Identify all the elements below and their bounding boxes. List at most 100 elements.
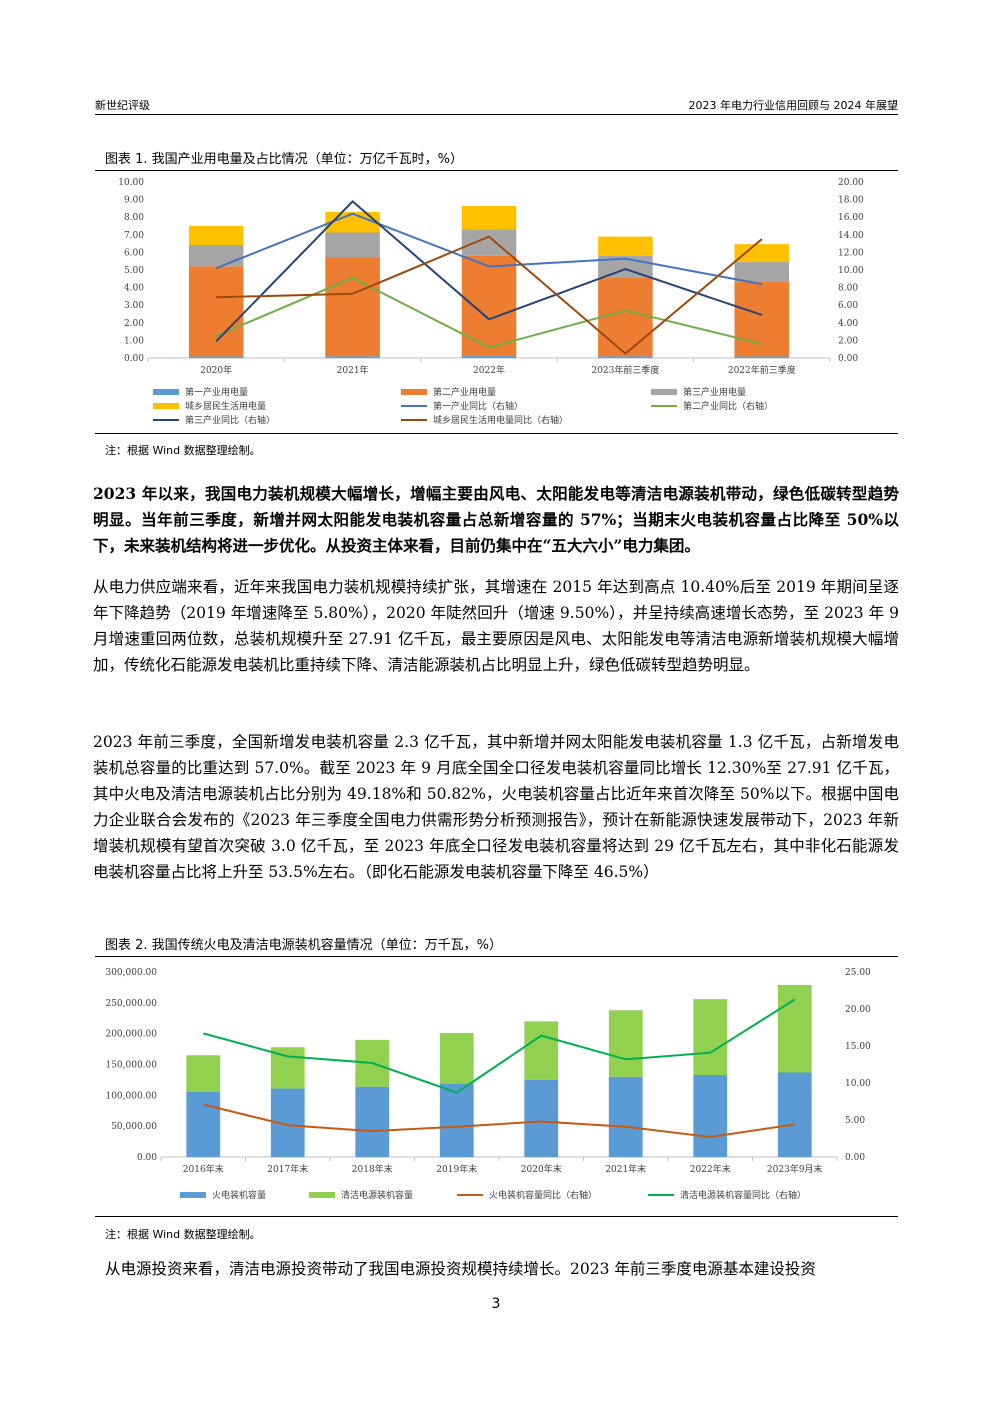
- bar-segment: [355, 1086, 390, 1157]
- series-line: [215, 276, 763, 349]
- figure2-chart: 0.00 50,000.00 100,000.00 150,000.00 200,000…: [105, 968, 871, 1201]
- figure1-chart: 0.00 1.00 2.00 3.00 4.00 5.00 6.00 7.00 8.00 9.00…: [118, 178, 864, 426]
- bar-segment: [188, 356, 244, 358]
- bar-segment: [461, 205, 517, 230]
- category-label: 2023年9月末: [767, 1163, 823, 1175]
- right-axis-tick-label: 10.00: [845, 1079, 871, 1089]
- right-axis-tick-label: 0.00: [845, 1153, 865, 1163]
- legend-label: 第一产业同比（右轴）: [433, 400, 523, 412]
- category-label: 2021年末: [605, 1163, 646, 1175]
- bar-segment: [524, 1079, 559, 1157]
- left-axis-tick-label: 8.00: [124, 213, 144, 223]
- bar-segment: [325, 211, 380, 233]
- bar-segment: [693, 999, 728, 1075]
- legend-label: 清洁电源装机容量: [341, 1189, 413, 1201]
- category-label: 2022年: [473, 364, 505, 376]
- category-label: 2022年末: [690, 1163, 731, 1175]
- figure2-note: 注：根据 Wind 数据整理绘制。: [105, 1228, 261, 1241]
- category-label: 2022年前三季度: [728, 364, 796, 376]
- left-axis-tick-label: 2.00: [124, 319, 144, 329]
- page-number: 3: [491, 1296, 501, 1312]
- bar-segment: [734, 244, 790, 263]
- bar-segment: [325, 257, 380, 357]
- series-line: [215, 200, 763, 342]
- legend-swatch: [651, 389, 677, 395]
- series-line: [215, 212, 762, 286]
- legend-label: 第三产业用电量: [683, 386, 746, 398]
- investment-paragraph: 从电源投资来看，清洁电源投资带动了我国电源投资规模持续增长。2023 年前三季度…: [105, 1260, 816, 1278]
- category-label: 2021年: [337, 364, 369, 376]
- legend-swatch: [153, 403, 179, 409]
- legend-swatch: [401, 389, 427, 395]
- figure2-bottom-rule: [95, 1216, 898, 1217]
- figure1-caption: 图表 1. 我国产业用电量及占比情况（单位：万亿千瓦时，%）: [105, 152, 464, 167]
- left-axis-tick-label: 9.00: [124, 196, 144, 206]
- left-axis-tick-label: 100,000.00: [105, 1091, 157, 1101]
- left-axis-tick-label: 7.00: [124, 231, 144, 241]
- legend-label: 第二产业用电量: [433, 386, 496, 398]
- left-axis-tick-label: 10.00: [118, 178, 144, 188]
- series-line: [216, 235, 763, 355]
- header-right: 2023 年电力行业信用回顾与 2024 年展望: [688, 99, 898, 112]
- header-divider: [95, 114, 898, 115]
- bar-segment: [186, 1091, 221, 1157]
- bar-segment: [439, 1033, 474, 1084]
- bar-segment: [734, 262, 790, 282]
- bar-segment: [608, 1010, 643, 1077]
- category-label: 2020年末: [521, 1163, 562, 1175]
- right-axis-tick-label: 20.00: [845, 1005, 871, 1015]
- legend-label: 火电装机容量: [212, 1189, 266, 1201]
- capacity-paragraph: 2023 年前三季度，全国新增发电装机容量 2.3 亿千瓦，其中新增并网太阳能发…: [93, 733, 900, 881]
- legend-label: 第二产业同比（右轴）: [683, 400, 773, 412]
- figure2-caption: 图表 2. 我国传统火电及清洁电源装机容量情况（单位：万千瓦，%）: [105, 938, 503, 953]
- left-axis-tick-label: 1.00: [124, 336, 144, 346]
- left-axis-tick-label: 200,000.00: [105, 1030, 157, 1040]
- category-label: 2016年末: [183, 1163, 224, 1175]
- right-axis-tick-label: 0.00: [838, 354, 858, 364]
- figure1-top-rule: [95, 170, 898, 171]
- legend-label: 第一产业用电量: [185, 386, 248, 398]
- right-axis-tick-label: 20.00: [838, 178, 864, 188]
- series-line: [203, 998, 796, 1094]
- category-label: 2019年末: [436, 1163, 477, 1175]
- bar-segment: [461, 255, 517, 357]
- right-axis-tick-label: 14.00: [838, 231, 864, 241]
- figure2-top-rule: [95, 956, 898, 957]
- left-axis-tick-label: 4.00: [124, 284, 144, 294]
- legend-label: 第三产业同比（右轴）: [185, 414, 275, 426]
- summary-paragraph: 2023 年以来，我国电力装机规模大幅增长，增幅主要由风电、太阳能发电等清洁电源…: [93, 484, 899, 555]
- bar-segment: [461, 356, 517, 358]
- left-axis-tick-label: 300,000.00: [105, 968, 157, 978]
- bar-segment: [777, 1072, 812, 1157]
- bar-segment: [598, 356, 653, 358]
- bar-segment: [734, 356, 790, 358]
- right-axis-tick-label: 18.00: [838, 196, 864, 206]
- bar-segment: [188, 225, 244, 246]
- left-axis-tick-label: 6.00: [124, 248, 144, 258]
- right-axis-tick-label: 15.00: [845, 1042, 871, 1052]
- category-label: 2018年末: [352, 1163, 393, 1175]
- right-axis-tick-label: 25.00: [845, 968, 871, 978]
- bar-segment: [188, 266, 244, 357]
- legend-label: 城乡居民生活用电量同比（右轴）: [433, 414, 568, 426]
- right-axis-tick-label: 8.00: [838, 284, 858, 294]
- bar-segment: [693, 1074, 728, 1157]
- right-axis-tick-label: 4.00: [838, 319, 858, 329]
- bar-segment: [325, 356, 380, 358]
- category-label: 2020年: [200, 364, 232, 376]
- bar-segment: [608, 1076, 643, 1157]
- left-axis-tick-label: 150,000.00: [105, 1061, 157, 1071]
- right-axis-tick-label: 2.00: [838, 336, 858, 346]
- bar-segment: [777, 984, 812, 1073]
- category-label: 2023年前三季度: [591, 364, 659, 376]
- left-axis-tick-label: 3.00: [124, 301, 144, 311]
- bar-segment: [186, 1055, 221, 1092]
- bar-segment: [598, 236, 653, 256]
- series-line: [203, 1103, 795, 1139]
- figure1-note: 注：根据 Wind 数据整理绘制。: [105, 444, 261, 457]
- right-axis-tick-label: 6.00: [838, 301, 858, 311]
- right-axis-tick-label: 12.00: [838, 248, 864, 258]
- left-axis-tick-label: 0.00: [124, 354, 144, 364]
- legend-swatch: [309, 1192, 335, 1198]
- legend-label: 城乡居民生活用电量: [185, 400, 266, 412]
